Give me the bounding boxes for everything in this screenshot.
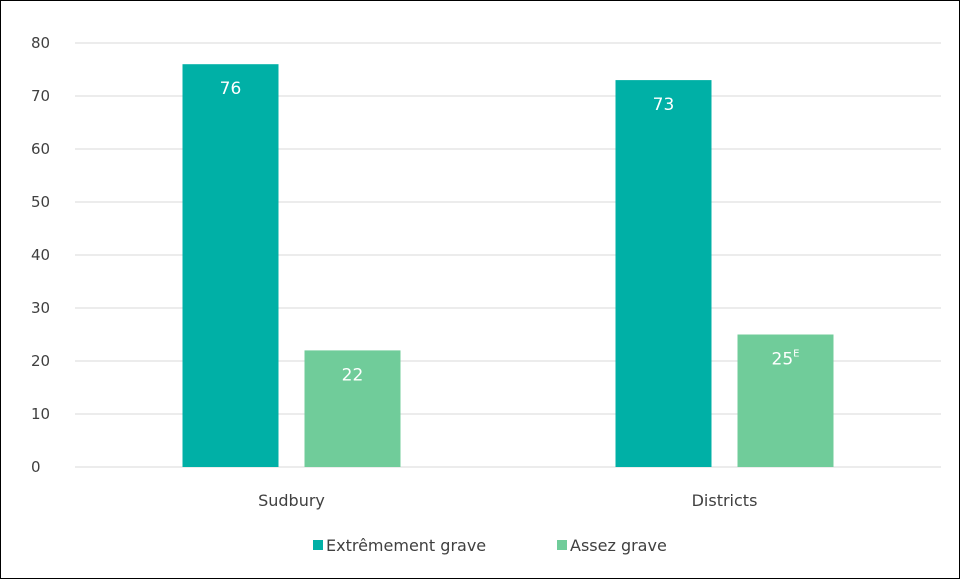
y-tick-label: 50: [31, 193, 50, 211]
data-label: 76: [220, 79, 242, 99]
data-label-superscript: E: [793, 349, 799, 360]
y-tick-label: 70: [31, 87, 50, 105]
y-tick-label: 10: [31, 405, 50, 423]
y-tick-label: 20: [31, 352, 50, 370]
y-axis-tick-labels: 0 10 20 30 40 50 60 70 80: [31, 34, 50, 476]
legend-label-series-0: Extrêmement grave: [326, 536, 486, 555]
y-tick-label: 0: [31, 458, 41, 476]
bar-districts-series-0: [615, 80, 712, 467]
bar-sudbury-series-0: [182, 64, 279, 467]
bar-sudbury-series-1: [304, 350, 401, 467]
data-label: 22: [342, 365, 364, 385]
x-axis-category-labels: Sudbury Districts: [258, 491, 757, 510]
y-tick-label: 60: [31, 140, 50, 158]
y-tick-label: 80: [31, 34, 50, 52]
data-label-value: 76: [220, 79, 242, 99]
y-tick-label: 30: [31, 299, 50, 317]
category-label-districts: Districts: [692, 491, 758, 510]
legend-label-series-1: Assez grave: [570, 536, 667, 555]
data-label: 73: [653, 95, 675, 115]
data-label-value: 25: [772, 350, 794, 370]
legend-swatch-series-0: [313, 540, 323, 550]
legend: Extrêmement grave Assez grave: [313, 536, 667, 555]
data-label-value: 73: [653, 95, 675, 115]
data-label: 25E: [772, 349, 800, 370]
data-label-value: 22: [342, 365, 364, 385]
category-label-sudbury: Sudbury: [258, 491, 325, 510]
data-labels: 76 22 73 25E: [220, 79, 800, 385]
bars: [182, 64, 834, 467]
bar-districts-series-1: [737, 334, 834, 467]
y-tick-label: 40: [31, 246, 50, 264]
legend-swatch-series-1: [557, 540, 567, 550]
